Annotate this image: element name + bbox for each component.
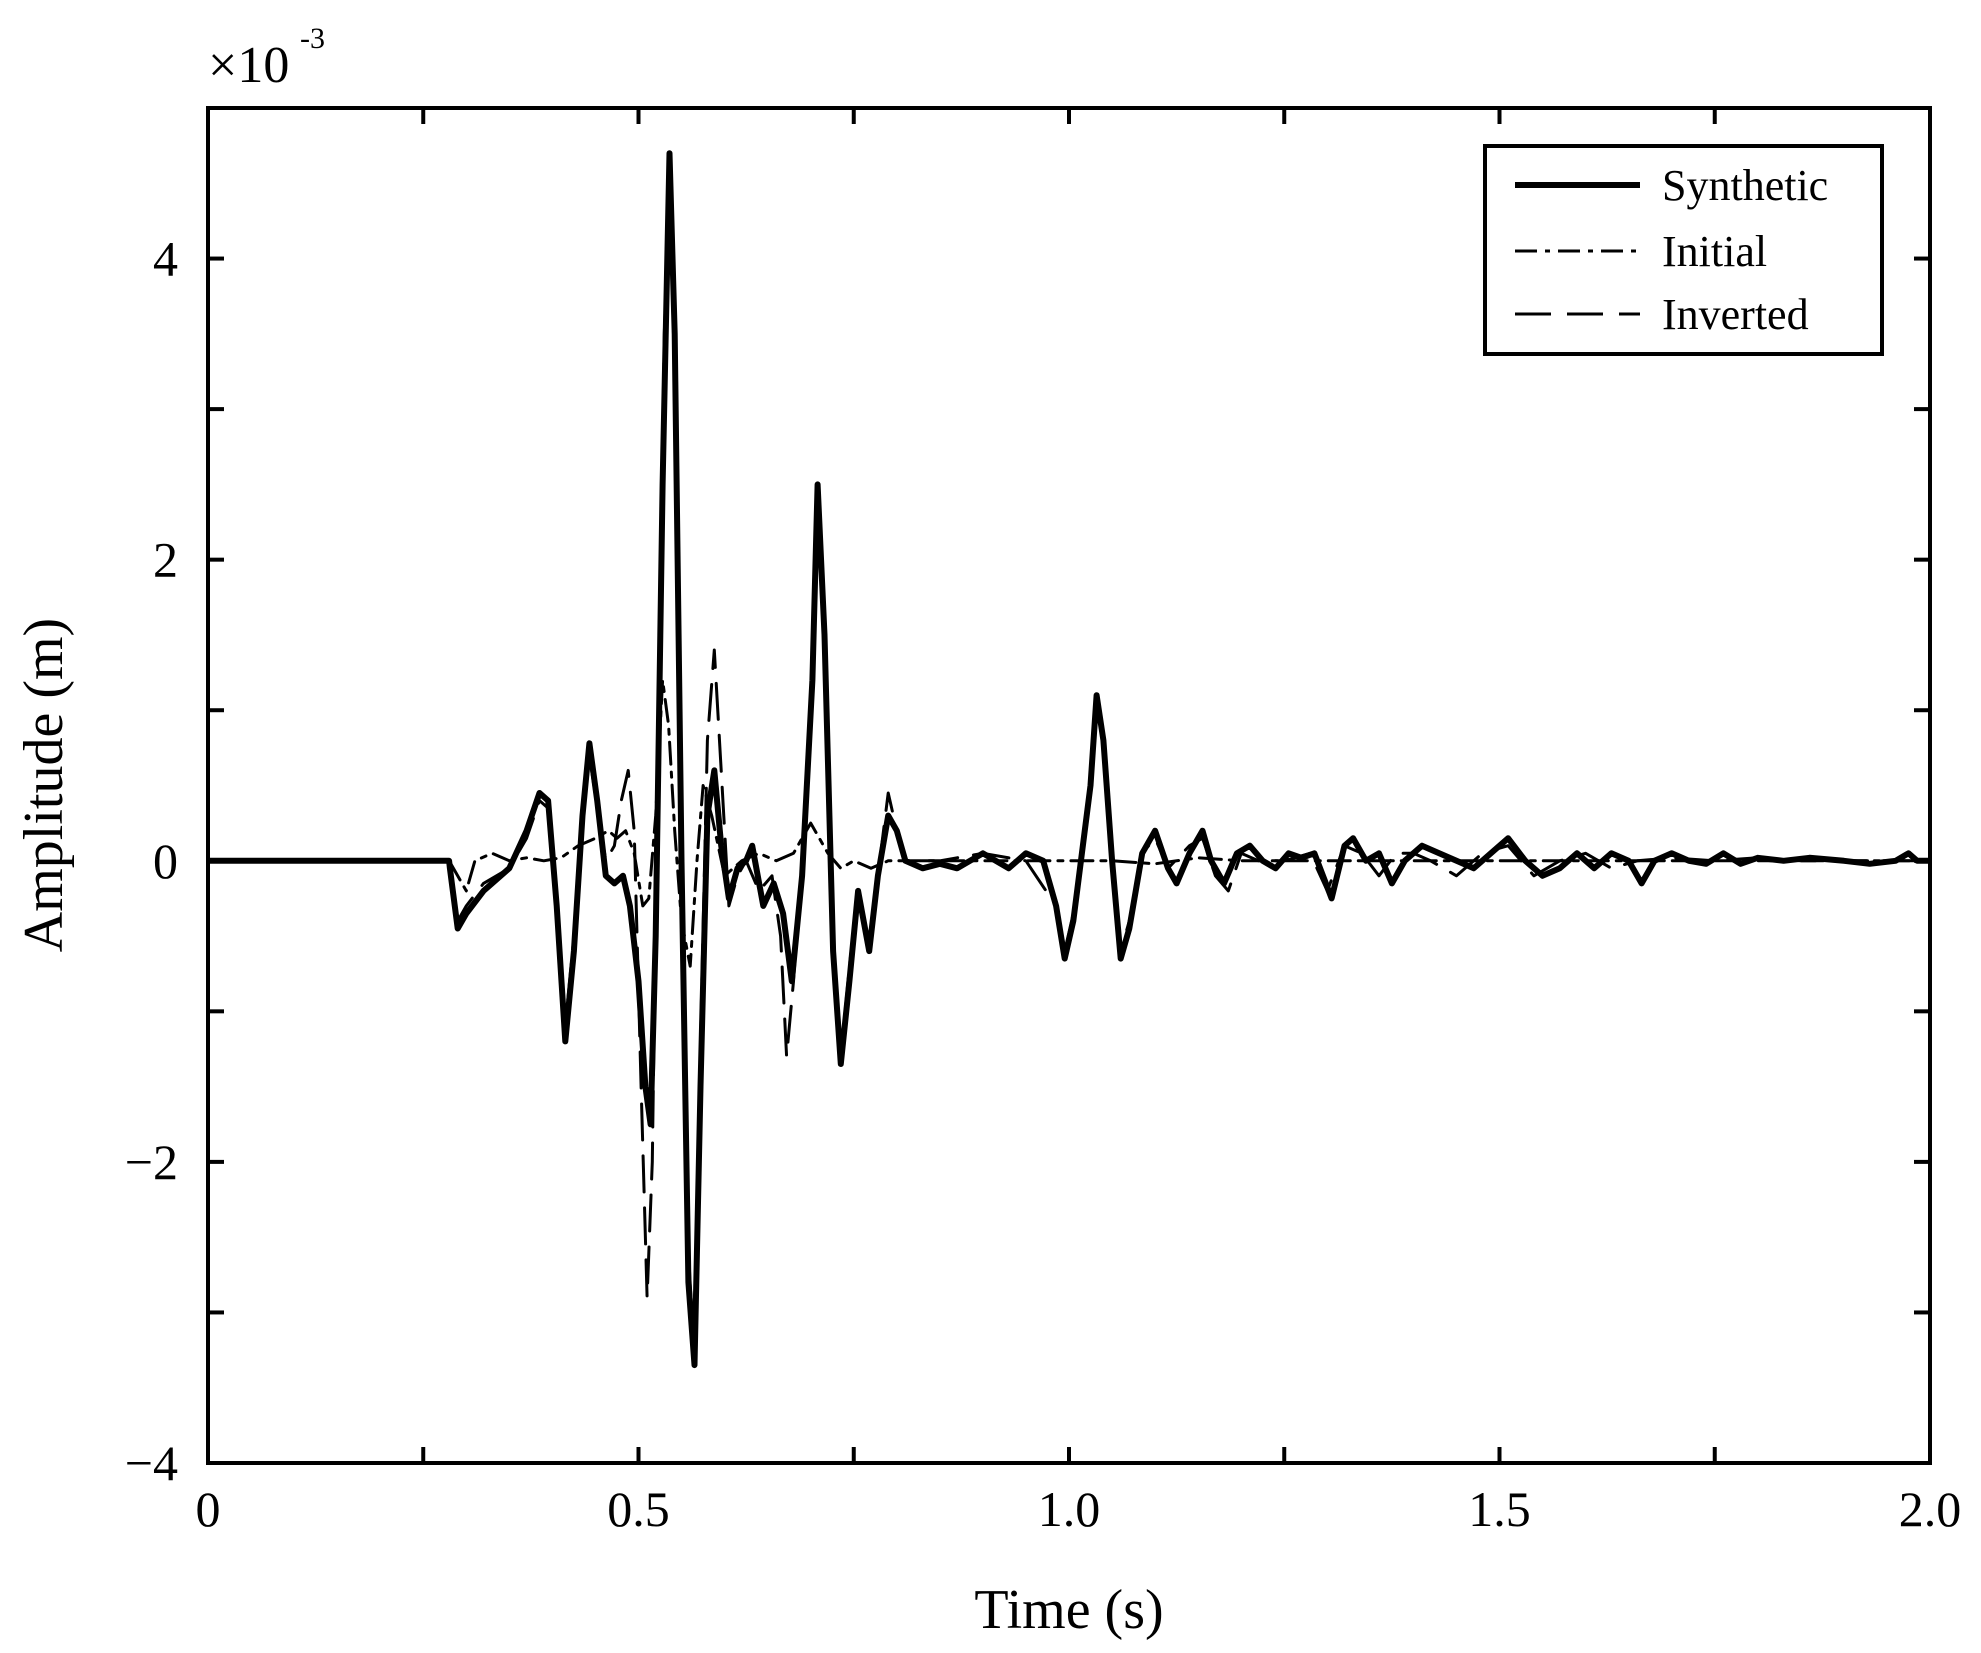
legend-label-synthetic: Synthetic	[1662, 161, 1828, 210]
x-tick-label-0: 0	[196, 1481, 221, 1537]
ticks-layer	[206, 108, 1932, 1465]
tick-labels-layer: 0 0.5 1.0 1.5 2.0 −4 −2 0 2 4	[125, 231, 1961, 1537]
series-line-synthetic	[208, 150, 1930, 1369]
legend-label-initial: Initial	[1662, 227, 1767, 276]
y-multiplier-base: ×10	[208, 37, 289, 94]
series-layer	[208, 150, 1930, 1369]
legend-box	[1483, 144, 1884, 356]
y-tick-label-1: −2	[125, 1134, 178, 1190]
y-tick-label-0: −4	[125, 1435, 178, 1491]
legend-label-inverted: Inverted	[1662, 290, 1809, 339]
x-axis-title: Time (s)	[974, 1579, 1163, 1641]
y-tick-label-4: 4	[153, 231, 178, 287]
y-axis-title: Amplitude (m)	[13, 618, 75, 952]
y-multiplier-exponent: -3	[300, 22, 325, 55]
series-line-initial	[447, 678, 1930, 968]
series-line-inverted	[447, 181, 1930, 1360]
x-tick-label-1: 0.5	[607, 1481, 670, 1537]
x-tick-label-2: 1.0	[1038, 1481, 1101, 1537]
y-tick-label-3: 2	[153, 532, 178, 588]
x-tick-label-3: 1.5	[1468, 1481, 1531, 1537]
y-tick-label-2: 0	[153, 833, 178, 889]
legend: Synthetic Initial Inverted	[1483, 144, 1884, 356]
x-tick-label-4: 2.0	[1899, 1481, 1962, 1537]
